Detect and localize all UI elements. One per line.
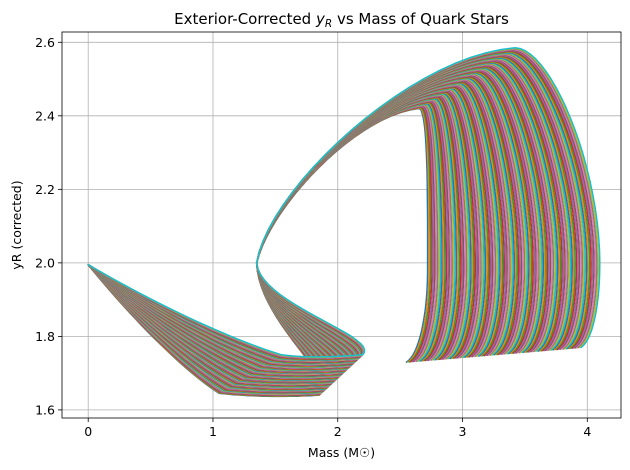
y-tick-label: 1.8 bbox=[35, 329, 55, 344]
y-tick-label: 2.6 bbox=[35, 35, 55, 50]
x-tick-label: 3 bbox=[459, 424, 467, 439]
title-symbol: y bbox=[315, 10, 326, 28]
series-layer bbox=[87, 47, 601, 398]
y-tick-label: 2.0 bbox=[35, 255, 55, 270]
x-tick-label: 4 bbox=[583, 424, 591, 439]
x-tick-label: 0 bbox=[84, 424, 92, 439]
y-axis-label: yR (corrected) bbox=[9, 180, 24, 269]
chart-title: Exterior-Corrected yR vs Mass of Quark S… bbox=[174, 10, 509, 30]
series-line bbox=[87, 47, 601, 358]
tick-layer: 0 1 2 3 4 1.6 1.8 2.0 2.2 2.4 2.6 bbox=[35, 35, 591, 439]
axes-frame bbox=[61, 31, 622, 419]
plot-area bbox=[87, 47, 601, 398]
title-after: vs Mass of Quark Stars bbox=[332, 10, 509, 28]
y-tick-label: 2.2 bbox=[35, 182, 55, 197]
title-before: Exterior-Corrected bbox=[174, 10, 316, 28]
x-tick-label: 2 bbox=[334, 424, 342, 439]
y-tick-label: 2.4 bbox=[35, 108, 55, 123]
x-axis-label: Mass (M☉) bbox=[308, 445, 375, 460]
title-subscript: R bbox=[325, 18, 332, 30]
x-tick-label: 1 bbox=[209, 424, 217, 439]
y-tick-label: 1.6 bbox=[35, 402, 55, 417]
